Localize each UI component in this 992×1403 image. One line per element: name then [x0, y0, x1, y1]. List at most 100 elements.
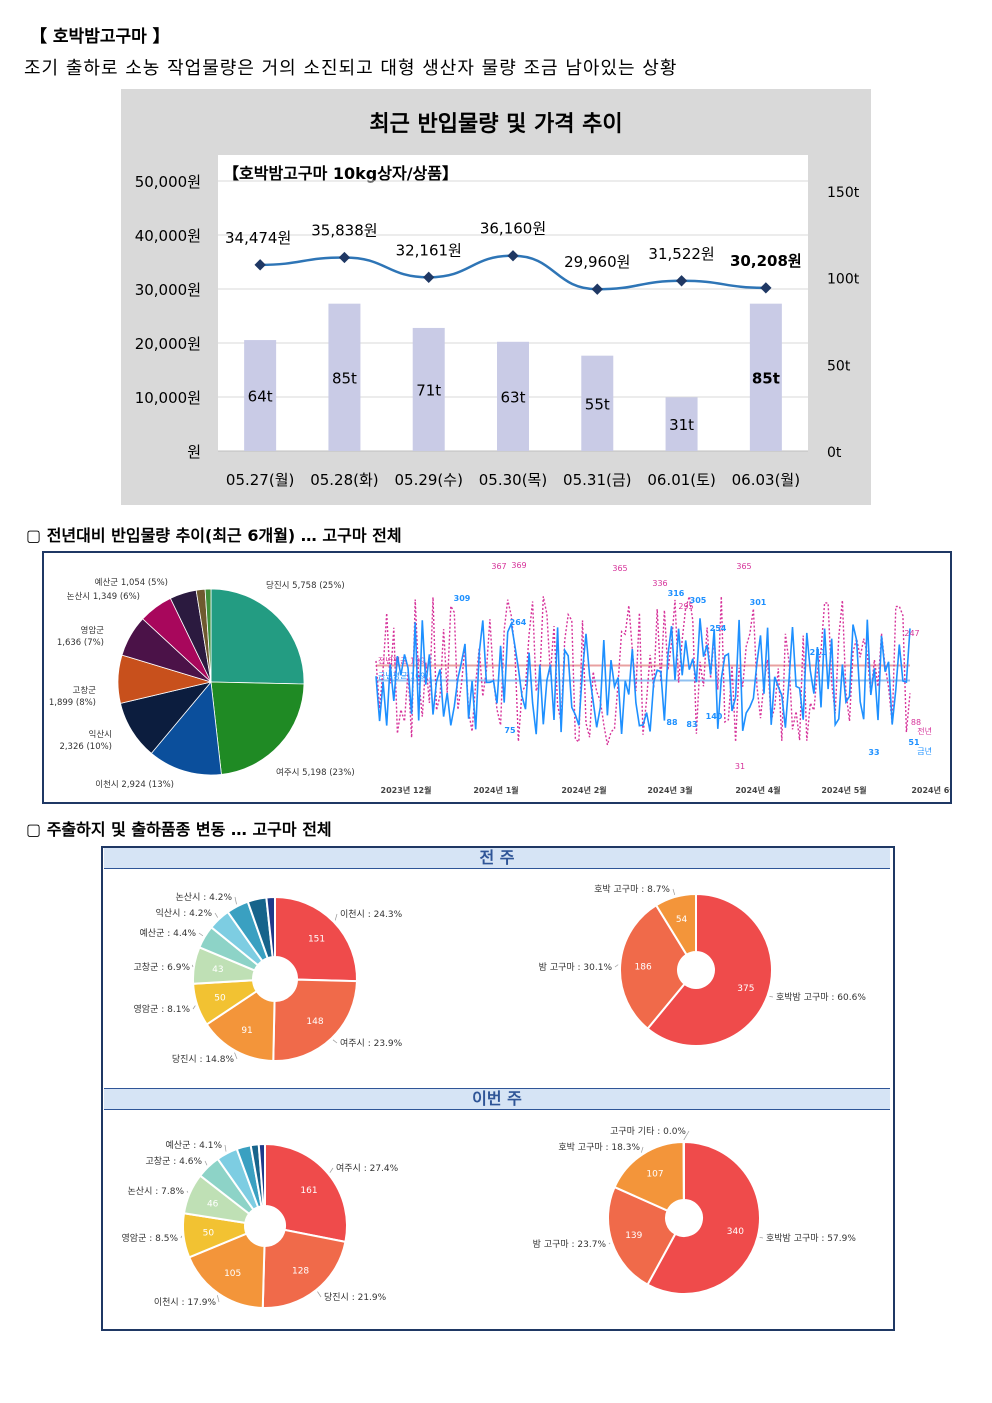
donut-slice	[187, 1232, 266, 1309]
prev-week-header: 전 주	[104, 848, 890, 869]
last-year-series	[375, 596, 911, 746]
yoy-volume-line-chart: 전년평균 199 금년평균 169 309 264 316 305 254 301 211 75 8…	[375, 561, 950, 795]
donut-slice-label: 논산시 : 4.2%	[176, 892, 233, 903]
volume-label: 31t	[669, 416, 694, 434]
donut-slice	[265, 895, 276, 959]
left-tick-label: 50,000원	[135, 173, 201, 191]
this-year-peak-label: 305	[690, 596, 707, 605]
this-year-peak-label: 309	[454, 594, 471, 603]
donut-slice-label: 호박밤 고구마 : 60.6%	[776, 992, 866, 1003]
last-year-peak-label: 365	[612, 564, 627, 573]
last-year-peak-label: 336	[652, 579, 667, 588]
donut-slice	[619, 903, 688, 1031]
last-year-peak-label: 247	[904, 629, 919, 638]
donut-slice-value: 54	[676, 915, 688, 925]
this-year-peak-label: 140	[706, 712, 723, 721]
donut-slice-value: 50	[214, 993, 226, 1003]
volume-bar	[665, 397, 698, 451]
price-point	[338, 251, 351, 264]
donut-slice-value: 139	[625, 1231, 642, 1241]
pie-slice	[204, 588, 212, 683]
donut-slice-label: 여주시 : 23.9%	[340, 1037, 403, 1049]
donut-slice	[264, 1142, 348, 1244]
last-year-peak-label: 365	[736, 562, 751, 571]
donut-slice-value: 46	[207, 1199, 219, 1209]
leader-line	[683, 1130, 690, 1141]
pie-slice-label: 영암군	[81, 625, 105, 636]
leader-line	[204, 1160, 208, 1166]
this-week-variety-donut: 340 호박밤 고구마 : 57.9% 139 밤 고구마 : 23.7% 107 호박 …	[533, 1126, 856, 1295]
donut-slice-label: 예산군 : 4.1%	[166, 1140, 223, 1151]
donut-slice	[272, 978, 358, 1062]
pie-slice	[150, 681, 222, 776]
volume-label: 85t	[752, 369, 780, 387]
price-point	[507, 250, 519, 262]
this-year-peak-label: 88	[666, 718, 678, 727]
x-tick-label: 2024년 1월	[473, 785, 518, 795]
volume-bar	[244, 340, 277, 451]
this-year-series	[375, 618, 911, 735]
volume-bar	[749, 303, 782, 451]
donut-slice-label: 당진시 : 14.8%	[172, 1054, 235, 1065]
price-volume-chart-panel: 최근 반입물량 및 가격 추이 【호박밤고구마 10kg상자/상품】 50,000원…	[121, 89, 871, 505]
region-share-pie: 당진시 5,758 (25%) 여주시 5,198 (23%) 이천시 2,924 …	[49, 577, 355, 790]
pie-slice-label: 2,326 (10%)	[59, 742, 112, 752]
this-year-peak-label: 211	[810, 648, 827, 657]
volume-bar	[328, 303, 361, 451]
chart1-inner-title: 【호박밤고구마 10kg상자/상품】	[223, 164, 458, 183]
donut-slice-value: 43	[212, 965, 223, 975]
donut-slice-value: 161	[300, 1186, 317, 1196]
leader-line	[234, 1052, 238, 1060]
donut-slice	[646, 892, 773, 1047]
leader-line	[214, 912, 218, 918]
donut-slice-label: 호박 고구마 : 8.7%	[594, 884, 670, 895]
donut-slice-label: 영암군 : 8.1%	[134, 1003, 191, 1015]
this-year-peak-label: 264	[510, 618, 527, 627]
donut-slice-value: 107	[646, 1170, 663, 1180]
x-tick-label: 2024년 3월	[647, 785, 692, 795]
donut-slice-value: 186	[635, 962, 652, 972]
leader-line	[334, 913, 338, 921]
right-tick-label: 0t	[827, 445, 842, 461]
donut-slice	[274, 895, 358, 983]
pie-slice-label: 1,636 (7%)	[57, 638, 104, 648]
leader-line	[234, 896, 237, 905]
donut-slice-label: 당진시 : 21.9%	[324, 1292, 387, 1303]
left-tick-label: 20,000원	[135, 335, 201, 353]
donut-slice-label: 고구마 기타 : 0.0%	[610, 1126, 686, 1137]
pie-slice-label: 여주시 5,198 (23%)	[276, 767, 355, 778]
donut-slice	[205, 989, 276, 1063]
price-point	[254, 259, 266, 271]
category-label: 05.29(수)	[394, 471, 462, 489]
this-year-peak-label: 316	[668, 589, 685, 598]
donut-slice	[261, 1228, 347, 1309]
x-tick-label: 2024년 2월	[561, 785, 606, 795]
last-year-peak-label: 369	[511, 561, 526, 570]
leader-line	[192, 1005, 196, 1010]
leader-line	[198, 932, 204, 937]
category-label: 06.01(토)	[647, 471, 715, 489]
last-year-peak-label: 367	[491, 562, 506, 571]
x-tick-label: 2023년 12월	[381, 785, 432, 795]
section-volume-trend-heading: ▢ 전년대비 반입물량 추이(최근 6개월) … 고구마 전체	[26, 526, 402, 545]
this-year-avg-label: 금년평균 169	[378, 671, 425, 681]
left-tick-label: 10,000원	[135, 389, 201, 407]
this-year-peak-label: 51	[908, 738, 920, 747]
leader-line	[608, 1242, 611, 1245]
pie-slice-label: 당진시 5,758 (25%)	[266, 580, 345, 591]
category-label: 06.03(월)	[732, 471, 800, 489]
category-label: 05.31(금)	[563, 471, 631, 489]
price-label: 34,474원	[225, 229, 291, 247]
price-label: 36,160원	[480, 220, 546, 238]
donut-slice-value: 128	[292, 1267, 309, 1277]
last-year-peak-label: 295	[678, 602, 693, 611]
donut-slice	[654, 892, 697, 957]
category-label: 05.27(월)	[226, 471, 294, 489]
leader-line	[672, 888, 676, 896]
donut-slice-value: 375	[737, 984, 754, 994]
price-volume-chart: 최근 반입물량 및 가격 추이 【호박밤고구마 10kg상자/상품】 50,000원…	[135, 112, 860, 489]
section-region-variety-heading: ▢ 주출하지 및 출하품종 변동 … 고구마 전체	[26, 820, 332, 839]
x-tick-label: 2024년 4월	[735, 785, 780, 795]
this-year-peak-label: 33	[868, 748, 879, 757]
donut-slice	[646, 1140, 761, 1295]
